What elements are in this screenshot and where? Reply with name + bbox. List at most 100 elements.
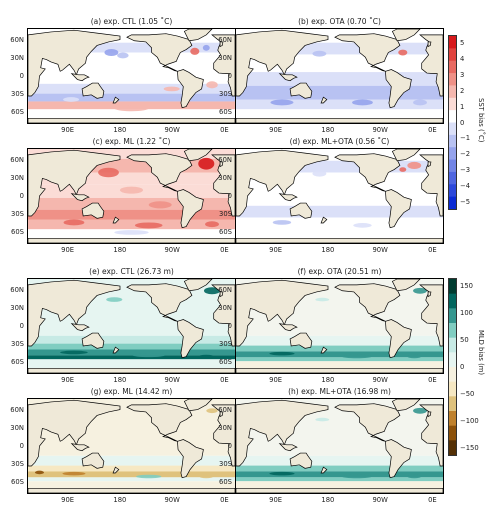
sst-colorbar-tick: −1	[460, 134, 471, 143]
latitude-label: 0	[227, 72, 232, 80]
coastline	[177, 189, 204, 229]
latitude-label: 60N	[218, 156, 232, 164]
latitude-label: 30S	[219, 460, 232, 468]
sst-colorbar-swatch	[449, 171, 456, 185]
coastline	[177, 439, 204, 479]
latitude-label: 30N	[218, 54, 232, 62]
coastline	[28, 279, 121, 347]
map-area	[235, 28, 444, 124]
mld-colorbar-swatch	[449, 352, 456, 368]
mld-colorbar-swatch	[449, 411, 456, 427]
coastline	[126, 33, 193, 72]
coastline	[28, 237, 235, 243]
sst-colorbar-swatch	[449, 73, 456, 86]
longitude-label: 0E	[220, 376, 229, 384]
mld-colorbar-swatch	[449, 308, 456, 324]
coastline	[70, 323, 90, 332]
longitude-label: 90E	[61, 246, 75, 254]
coastline	[211, 284, 235, 347]
latitude-label: 30N	[10, 424, 24, 432]
coastline	[278, 193, 298, 202]
latitude-label: 0	[19, 72, 24, 80]
mld-colorbar-tick: −50	[460, 390, 475, 398]
coastline	[28, 487, 235, 493]
latitude-label: 60S	[11, 478, 24, 486]
sst-colorbar-swatch	[449, 134, 456, 148]
latitude-label: 60S	[11, 358, 24, 366]
coastline	[334, 153, 401, 192]
longitude-label: 0E	[220, 246, 229, 254]
longitude-label: 0E	[428, 126, 437, 134]
longitude-label: 180	[321, 246, 335, 254]
coastline	[391, 279, 421, 292]
coastline	[320, 216, 328, 224]
map-area	[27, 278, 236, 374]
coastline	[236, 399, 329, 467]
sst-colorbar-swatch	[449, 60, 456, 74]
longitude-label: 180	[113, 376, 127, 384]
latitude-label: 30N	[10, 304, 24, 312]
latitude-label: 0	[19, 442, 24, 450]
coastline	[289, 82, 313, 99]
coastline	[28, 29, 121, 97]
sst-colorbar-swatch	[449, 85, 456, 99]
coastline	[126, 283, 193, 322]
coastline	[236, 367, 443, 373]
longitude-label: 90W	[372, 496, 388, 504]
coastline	[177, 319, 204, 359]
longitude-label: 0E	[428, 246, 437, 254]
mld-colorbar-swatch	[449, 367, 456, 383]
mld-colorbar-swatch	[449, 381, 456, 397]
coastline	[183, 279, 213, 292]
latitude-label: 30S	[219, 90, 232, 98]
latitude-label: 60S	[219, 108, 232, 116]
latitude-label: 0	[19, 322, 24, 330]
coastline	[183, 29, 213, 42]
latitude-label: 60N	[10, 406, 24, 414]
coastline	[334, 283, 401, 322]
coastline	[320, 466, 328, 474]
coastline	[211, 404, 235, 467]
latitude-label: 30S	[219, 340, 232, 348]
latitude-label: 60S	[219, 228, 232, 236]
coastline	[211, 154, 235, 217]
longitude-label: 180	[321, 376, 335, 384]
coastline	[289, 202, 313, 219]
coastline	[289, 332, 313, 349]
longitude-label: 0E	[428, 496, 437, 504]
latitude-label: 60N	[218, 36, 232, 44]
coastline	[177, 69, 204, 109]
coastline	[391, 29, 421, 42]
coastline	[427, 291, 432, 298]
coastline	[320, 346, 328, 354]
sst-colorbar-tick: −4	[460, 182, 471, 191]
mld-colorbar-tick: −100	[460, 417, 479, 425]
longitude-label: 90E	[61, 126, 75, 134]
coastline	[183, 149, 213, 162]
coastline	[278, 73, 298, 82]
latitude-label: 60N	[10, 156, 24, 164]
sst-colorbar	[448, 35, 457, 210]
longitude-label: 0E	[428, 376, 437, 384]
latitude-label: 30N	[218, 174, 232, 182]
sst-colorbar-tick: 2	[460, 86, 465, 95]
map-area	[235, 278, 444, 374]
latitude-label: 60N	[10, 36, 24, 44]
map-area	[27, 148, 236, 244]
sst-colorbar-swatch	[449, 159, 456, 173]
sst-colorbar-tick: 5	[460, 39, 465, 47]
sst-colorbar-swatch	[449, 48, 456, 62]
longitude-label: 90E	[269, 376, 283, 384]
sst-colorbar-tick: 0	[460, 118, 465, 127]
map-area	[27, 28, 236, 124]
coastline	[278, 323, 298, 332]
latitude-label: 0	[227, 442, 232, 450]
coastline	[236, 279, 329, 347]
coastline	[81, 82, 105, 99]
coastline	[385, 319, 412, 359]
mld-colorbar-swatch	[449, 396, 456, 412]
coastline	[28, 367, 235, 373]
sst-colorbar-swatch	[449, 97, 456, 111]
coastline	[419, 284, 443, 347]
panel-title: (c) exp. ML (1.22 ˚C)	[92, 137, 171, 146]
